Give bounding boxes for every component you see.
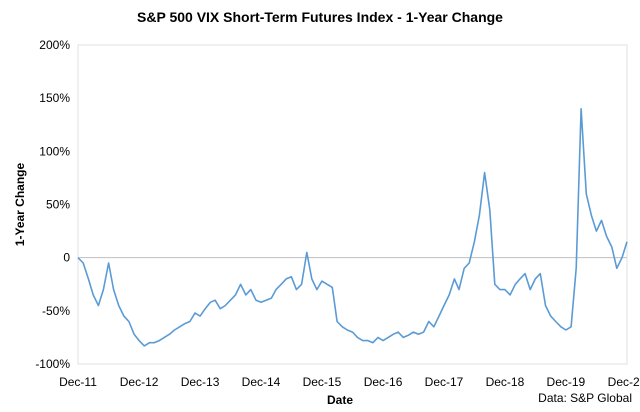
x-axis-ticks: Dec-11 Dec-12 Dec-13 Dec-14 Dec-15 Dec-16 Dec-… [59, 375, 640, 389]
x-tick-label: Dec-17 [425, 375, 464, 389]
plot-area-frame [77, 44, 628, 365]
y-tick-label: -50% [42, 304, 70, 318]
x-tick-label: Dec-15 [303, 375, 342, 389]
y-tick-label: 200% [39, 38, 70, 52]
x-tick-label: Dec-19 [547, 375, 586, 389]
x-tick-label: Dec-16 [364, 375, 403, 389]
y-tick-label: -100% [35, 357, 70, 371]
x-tick-label: Dec-12 [120, 375, 159, 389]
source-note: Data: S&P Global [538, 391, 632, 405]
x-tick-label: Dec-20 [608, 375, 640, 389]
x-tick-label: Dec-11 [59, 375, 97, 389]
y-tick-label: 0 [63, 251, 70, 265]
x-tick-label: Dec-18 [486, 375, 525, 389]
series-line [77, 108, 628, 347]
x-tick-label: Dec-14 [242, 375, 281, 389]
y-axis-ticks: 200% 150% 100% 50% 0 -50% -100% [35, 38, 70, 371]
x-tick-label: Dec-13 [181, 375, 220, 389]
y-tick-label: 100% [39, 144, 70, 158]
y-tick-label: 150% [39, 91, 70, 105]
y-tick-label: 50% [46, 198, 70, 212]
x-axis-label: Date [327, 393, 353, 407]
chart-title: S&P 500 VIX Short-Term Futures Index - 1… [137, 9, 503, 25]
y-axis-label: 1-Year Change [13, 162, 27, 246]
